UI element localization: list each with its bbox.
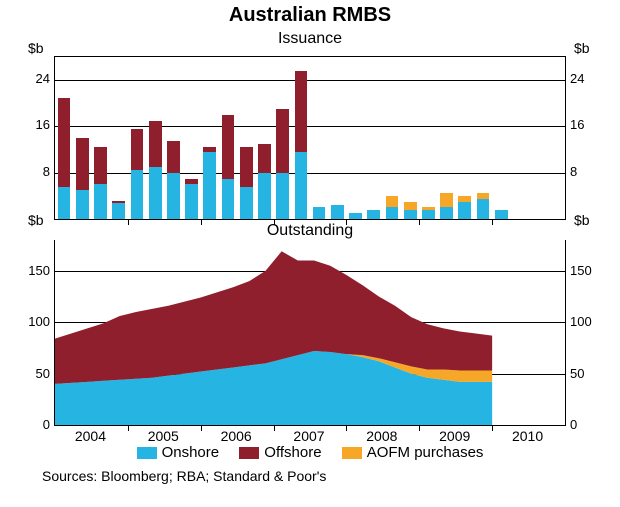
xtick-label: 2009	[431, 428, 479, 444]
xtick-label: 2006	[212, 428, 260, 444]
outstanding-area-panel	[54, 240, 566, 426]
ytick-label: 0	[16, 417, 50, 432]
ytick-label: 8	[22, 164, 50, 179]
ytick-label: 150	[570, 263, 604, 278]
ytick-label: 50	[570, 366, 604, 381]
ytick-label: 100	[16, 314, 50, 329]
subtitle-issuance: Issuance	[0, 30, 620, 48]
ytick-label: 8	[570, 164, 600, 179]
outstanding-area-svg	[55, 240, 565, 425]
issuance-bar-panel	[54, 56, 566, 220]
ytick-label: 150	[16, 263, 50, 278]
chart-title: Australian RMBS	[0, 4, 620, 27]
legend-label-onshore: Onshore	[162, 444, 220, 461]
ytick-label: 16	[22, 117, 50, 132]
xtick-label: 2010	[504, 428, 552, 444]
chart-frame: Australian RMBS $b $b Issuance $b $b Out…	[0, 0, 620, 507]
xtick-label: 2008	[358, 428, 406, 444]
ytick-label: 24	[570, 71, 600, 86]
ytick-label: 0	[570, 417, 604, 432]
xtick-label: 2007	[285, 428, 333, 444]
swatch-onshore	[137, 447, 157, 459]
subtitle-outstanding: Outstanding	[0, 222, 620, 240]
legend-item-onshore: Onshore	[137, 444, 220, 461]
legend: Onshore Offshore AOFM purchases	[0, 444, 620, 461]
legend-item-offshore: Offshore	[239, 444, 321, 461]
legend-label-offshore: Offshore	[264, 444, 321, 461]
xtick-label: 2004	[66, 428, 114, 444]
legend-label-aofm: AOFM purchases	[367, 444, 484, 461]
xtick-label: 2005	[139, 428, 187, 444]
sources-line: Sources: Bloomberg; RBA; Standard & Poor…	[42, 468, 326, 484]
legend-item-aofm: AOFM purchases	[342, 444, 484, 461]
swatch-aofm	[342, 447, 362, 459]
ytick-label: 100	[570, 314, 604, 329]
swatch-offshore	[239, 447, 259, 459]
ytick-label: 24	[22, 71, 50, 86]
ytick-label: 50	[16, 366, 50, 381]
ytick-label: 16	[570, 117, 600, 132]
